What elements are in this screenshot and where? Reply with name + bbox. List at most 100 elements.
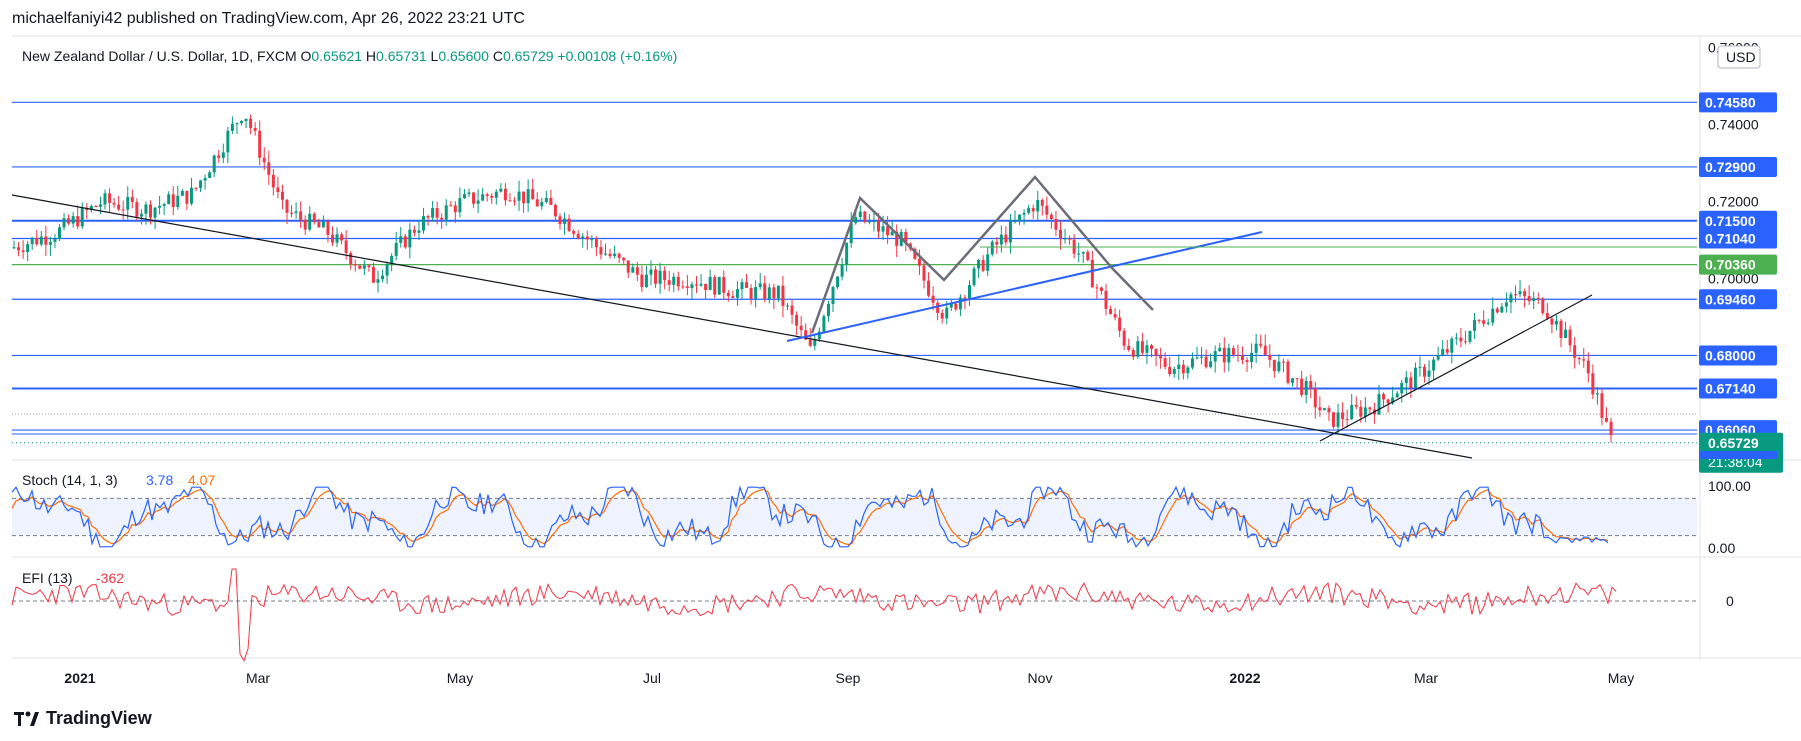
- candle-body: [1008, 221, 1012, 243]
- stoch-d-value: 4.07: [188, 472, 215, 488]
- stoch-label: Stoch (14, 1, 3): [22, 472, 118, 488]
- candle-body: [913, 248, 917, 259]
- candle-body: [1445, 349, 1449, 353]
- rising-blue-trendline: [786, 231, 1263, 342]
- candle-body: [881, 226, 885, 232]
- candle-body: [590, 239, 594, 241]
- change-value: +0.00108 (+0.16%): [554, 48, 678, 64]
- candle-body: [1486, 322, 1490, 324]
- level-price-label: 0.71040: [1705, 230, 1756, 246]
- candle-body: [1286, 361, 1290, 383]
- candle-body: [726, 292, 730, 297]
- last-price-label: 0.65729: [1708, 435, 1759, 451]
- candle-body: [362, 265, 366, 269]
- candle-body: [1168, 366, 1172, 375]
- candle-body: [553, 204, 557, 217]
- candle-body: [522, 191, 526, 204]
- candle-body: [863, 211, 867, 223]
- candle-body: [98, 204, 102, 207]
- candle-body: [103, 193, 107, 205]
- candle-body: [35, 237, 39, 245]
- candle-body: [1281, 361, 1285, 363]
- candle-body: [535, 199, 539, 207]
- candle-body: [958, 297, 962, 310]
- candle-body: [189, 187, 193, 204]
- candle-body: [1036, 199, 1040, 212]
- candle-body: [1159, 356, 1163, 359]
- candle-body: [1491, 308, 1495, 323]
- candle-body: [699, 283, 703, 286]
- stoch-k-value: 3.78: [146, 472, 173, 488]
- low-label: L: [427, 48, 439, 64]
- candle-body: [667, 280, 671, 285]
- candle-body: [44, 236, 48, 245]
- candle-body: [836, 276, 840, 288]
- candle-body: [1263, 345, 1267, 355]
- candle-body: [376, 279, 380, 283]
- candle-body: [1409, 377, 1413, 388]
- candle-body: [280, 192, 284, 200]
- brand[interactable]: TradingView: [14, 708, 152, 729]
- candle-body: [349, 253, 353, 265]
- candle-body: [1068, 238, 1072, 240]
- candle-body: [253, 128, 257, 131]
- candle-body: [517, 191, 521, 201]
- candle-body: [940, 312, 944, 319]
- candle-body: [526, 189, 530, 204]
- descending-trendline: [11, 194, 1473, 459]
- candle-body: [381, 275, 385, 280]
- candle-body: [1564, 329, 1568, 339]
- candle-body: [1231, 348, 1235, 355]
- candle-body: [12, 247, 16, 249]
- candle-body: [185, 190, 189, 204]
- level-price-badge: [1699, 289, 1777, 310]
- candle-body: [1327, 408, 1331, 413]
- candle-body: [326, 221, 330, 235]
- candle-body: [408, 229, 412, 248]
- candle-body: [1022, 212, 1026, 215]
- candle-body: [494, 191, 498, 198]
- candle-body: [654, 269, 658, 284]
- candle-body: [927, 280, 931, 296]
- candle-body: [776, 285, 780, 299]
- level-price-badge: [1699, 210, 1777, 231]
- candle-body: [294, 211, 298, 213]
- close-label: C: [489, 48, 503, 64]
- candle-body: [658, 270, 662, 284]
- candle-body: [1600, 393, 1604, 418]
- candle-body: [813, 339, 817, 346]
- candle-body: [1413, 367, 1417, 388]
- candle-body: [435, 208, 439, 218]
- candle-body: [180, 190, 184, 196]
- candle-body: [422, 216, 425, 231]
- candle-body: [249, 118, 253, 129]
- candle-body: [890, 231, 894, 236]
- candle-body: [826, 304, 830, 317]
- efi-value: -362: [96, 570, 124, 586]
- currency-label: USD: [1726, 49, 1756, 65]
- candle-body: [58, 227, 61, 240]
- candle-body: [622, 257, 626, 261]
- efi-line: [11, 568, 1617, 662]
- candle-body: [740, 282, 744, 290]
- candle-body: [1040, 199, 1044, 206]
- candle-body: [1595, 393, 1599, 395]
- candle-body: [531, 189, 535, 200]
- candle-body: [649, 269, 653, 275]
- candle-body: [904, 231, 908, 244]
- candle-body: [117, 204, 121, 210]
- candle-body: [1300, 378, 1304, 395]
- candle-body: [704, 283, 708, 291]
- brand-name: TradingView: [46, 708, 152, 728]
- candle-body: [48, 241, 52, 245]
- candle-body: [754, 286, 758, 299]
- candle-body: [80, 207, 84, 227]
- candle-body: [1473, 319, 1477, 331]
- candle-body: [972, 268, 976, 286]
- candle-body: [867, 221, 871, 223]
- candle-body: [581, 236, 585, 239]
- double-top-zigzag: [810, 175, 1154, 334]
- candle-body: [39, 236, 43, 245]
- candle-body: [1432, 359, 1436, 371]
